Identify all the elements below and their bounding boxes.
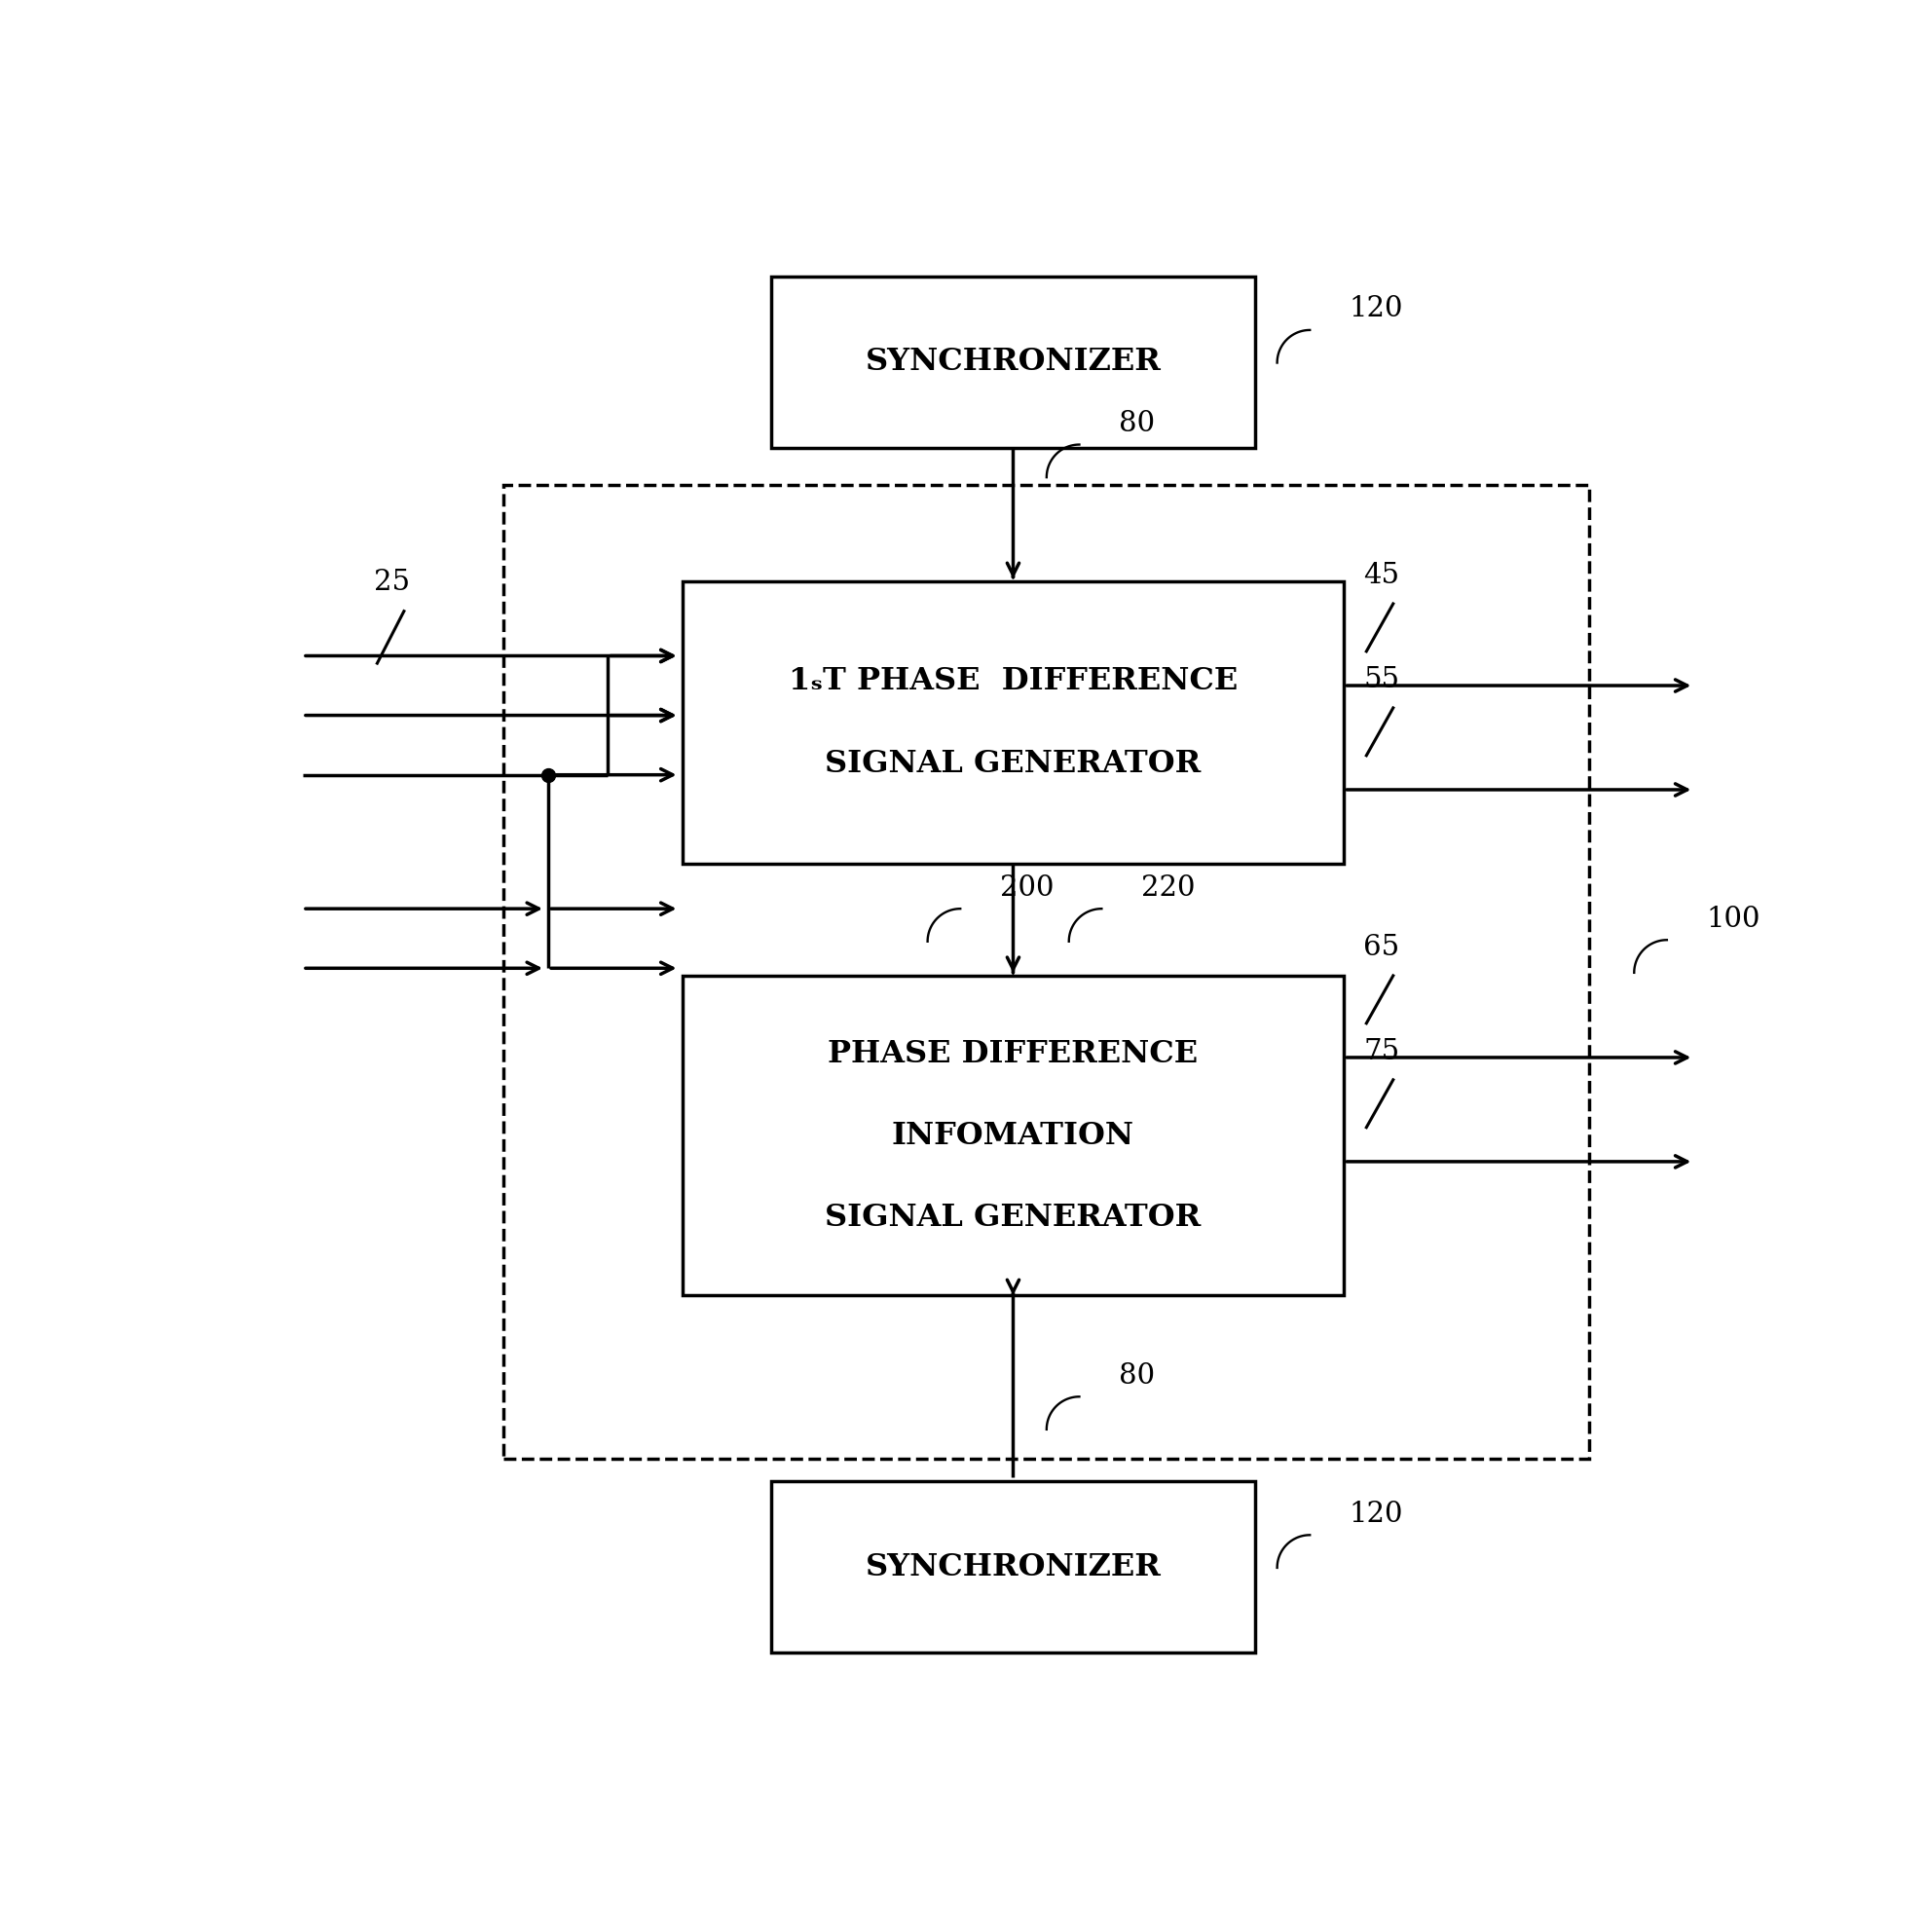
- Text: PHASE DIFFERENCE: PHASE DIFFERENCE: [828, 1039, 1198, 1068]
- Text: SYNCHRONIZER: SYNCHRONIZER: [865, 1551, 1161, 1582]
- Text: 120: 120: [1348, 1501, 1404, 1528]
- Bar: [682, 976, 1344, 1296]
- Text: 200: 200: [1000, 873, 1054, 900]
- Text: 80: 80: [1119, 410, 1156, 437]
- Text: 65: 65: [1364, 933, 1400, 960]
- Text: 25: 25: [374, 570, 410, 597]
- Text: 1ₛT PHASE  DIFFERENCE: 1ₛT PHASE DIFFERENCE: [788, 667, 1238, 696]
- Bar: [503, 485, 1589, 1459]
- Text: SIGNAL GENERATOR: SIGNAL GENERATOR: [824, 750, 1202, 779]
- Text: 120: 120: [1348, 296, 1404, 323]
- Bar: [772, 276, 1256, 448]
- Bar: [682, 582, 1344, 864]
- Text: SIGNAL GENERATOR: SIGNAL GENERATOR: [824, 1202, 1202, 1233]
- Text: 80: 80: [1119, 1362, 1156, 1389]
- Bar: [772, 1482, 1256, 1652]
- Text: 45: 45: [1364, 562, 1400, 589]
- Text: SYNCHRONIZER: SYNCHRONIZER: [865, 348, 1161, 377]
- Text: INFOMATION: INFOMATION: [892, 1121, 1134, 1151]
- Text: 55: 55: [1364, 667, 1400, 694]
- Text: 220: 220: [1140, 873, 1194, 900]
- Text: 75: 75: [1364, 1037, 1400, 1065]
- Text: 100: 100: [1706, 906, 1760, 933]
